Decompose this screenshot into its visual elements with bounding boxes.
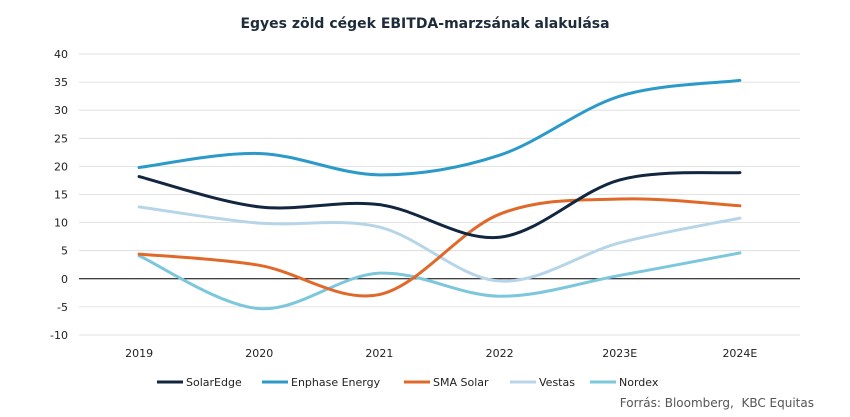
source-note: Forrás: Bloomberg, KBC Equitas [619,396,814,410]
series-lines [137,78,742,311]
legend-label: Enphase Energy [291,376,381,389]
y-tick-label: 35 [54,76,68,89]
legend-label: SMA Solar [433,376,489,389]
legend-label: SolarEdge [186,376,242,389]
series-line-nordex [137,251,742,311]
y-axis-tick-labels: -10 -5 0 5 10 15 20 25 30 35 40 [50,48,68,342]
y-tick-label: 20 [54,160,68,173]
y-tick-label: -10 [50,329,68,342]
x-axis-tick-labels: 2019 2020 2021 2022 2023E 2024E [125,347,757,360]
legend: SolarEdge Enphase Energy SMA Solar Vestas No… [157,376,659,389]
y-tick-label: 40 [54,48,68,61]
series-line-sma-solar [137,197,742,298]
series-line-enphase-energy [137,78,742,177]
y-tick-label: 30 [54,104,68,117]
y-tick-label: 0 [61,273,68,286]
y-tick-label: 10 [54,217,68,230]
y-tick-label: 15 [54,189,68,202]
x-tick-label: 2021 [365,347,393,360]
gridlines [79,53,800,336]
y-tick-label: -5 [57,301,68,314]
y-tick-label: 5 [61,245,68,258]
legend-label: Nordex [619,376,659,389]
series-line-solaredge [137,171,742,240]
legend-label: Vestas [539,376,575,389]
y-tick-label: 25 [54,132,68,145]
chart-title: Egyes zöld cégek EBITDA-marzsának alakul… [240,16,610,32]
x-tick-label: 2020 [245,347,273,360]
x-tick-label: 2023E [602,347,637,360]
x-tick-label: 2022 [486,347,514,360]
x-tick-label: 2019 [125,347,153,360]
x-tick-label: 2024E [722,347,757,360]
